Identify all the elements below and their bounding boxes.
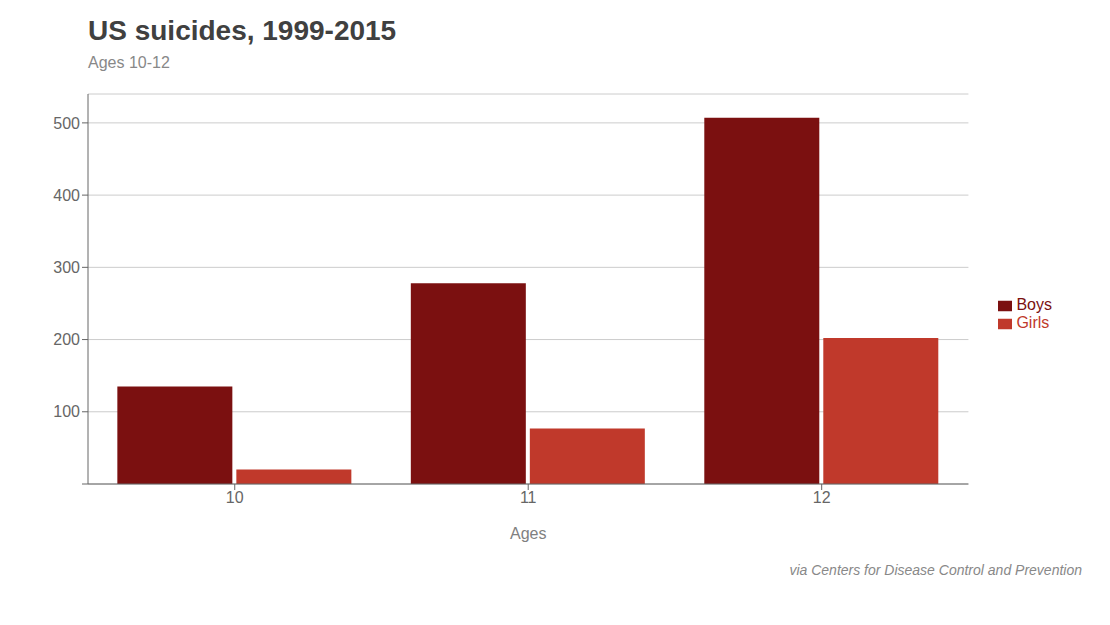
svg-text:200: 200 xyxy=(53,331,80,348)
html-text:US suicides, 1999-2015: US suicides, 1999-2015 xyxy=(88,15,397,46)
html-text:Boys: Boys xyxy=(1016,296,1052,313)
svg-text:10: 10 xyxy=(226,489,244,506)
svg-text:400: 400 xyxy=(53,187,80,204)
html-text:via Centers for Disease Contro: via Centers for Disease Control and Prev… xyxy=(789,562,1082,578)
svg-text:12: 12 xyxy=(813,489,831,506)
svg-text:300: 300 xyxy=(53,259,80,276)
html-text:Ages 10-12: Ages 10-12 xyxy=(88,54,170,71)
svg-text:Ages: Ages xyxy=(510,525,546,542)
html-text:Girls: Girls xyxy=(1016,314,1050,331)
svg-text:100: 100 xyxy=(53,403,80,420)
svg-text:11: 11 xyxy=(520,489,537,506)
svg-text:500: 500 xyxy=(53,115,80,132)
